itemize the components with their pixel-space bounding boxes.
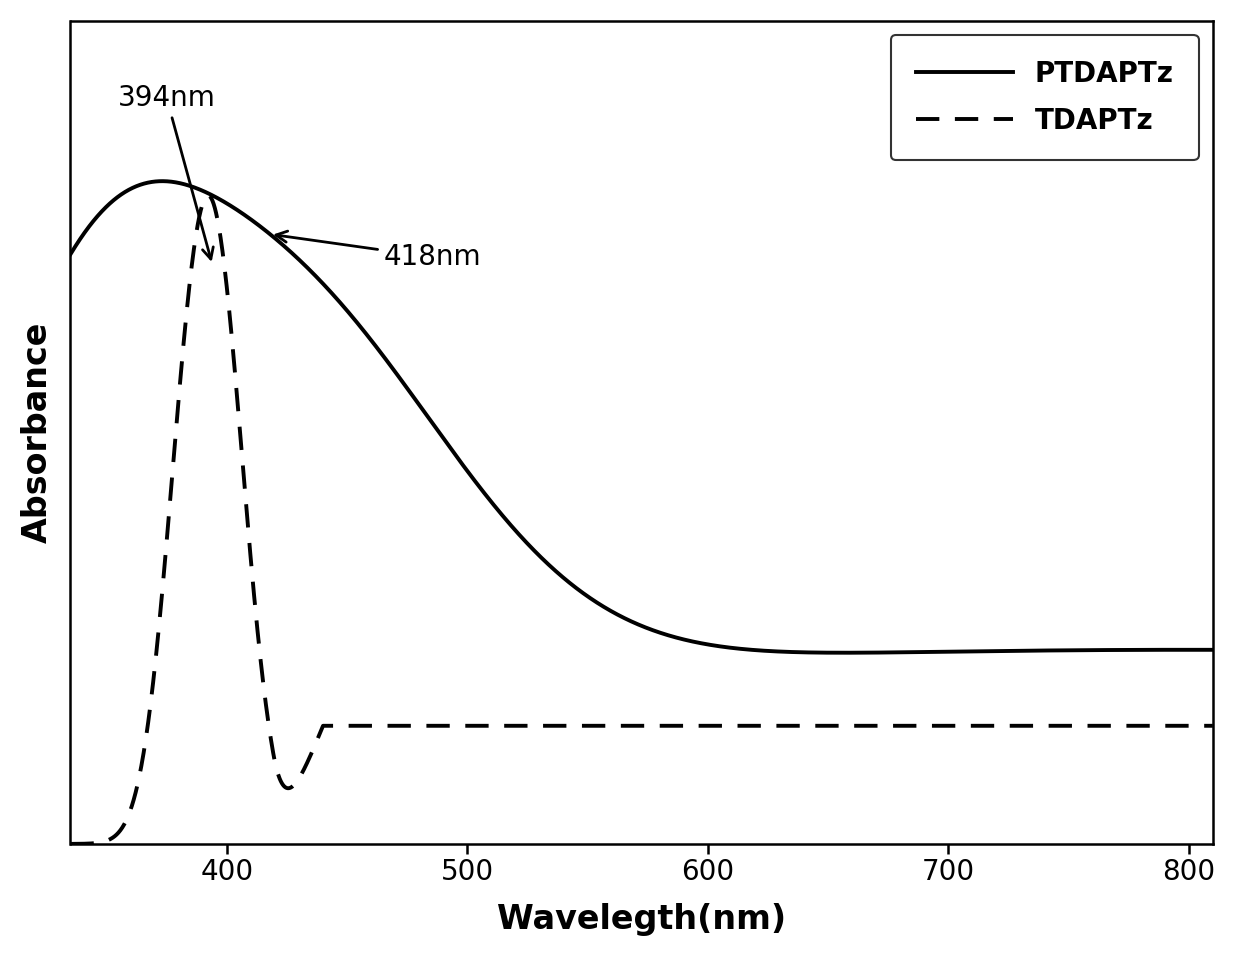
Line: PTDAPTz: PTDAPTz xyxy=(71,181,1213,653)
TDAPTz xyxy=(262,721,277,732)
TDAPTz xyxy=(63,838,78,850)
TDAPTz xyxy=(1205,720,1220,731)
PTDAPTz xyxy=(1205,644,1220,656)
TDAPTz xyxy=(551,720,565,731)
PTDAPTz xyxy=(551,568,565,579)
TDAPTz xyxy=(1183,720,1198,731)
PTDAPTz xyxy=(63,249,78,260)
PTDAPTz xyxy=(193,185,208,196)
PTDAPTz xyxy=(501,518,516,529)
TDAPTz xyxy=(1060,720,1075,731)
PTDAPTz xyxy=(1184,644,1199,656)
Text: 394nm: 394nm xyxy=(118,84,216,259)
TDAPTz xyxy=(501,720,516,731)
Line: TDAPTz: TDAPTz xyxy=(71,195,1213,844)
PTDAPTz xyxy=(155,175,170,187)
X-axis label: Wavelegth(nm): Wavelegth(nm) xyxy=(497,903,786,936)
TDAPTz xyxy=(201,189,216,201)
Legend: PTDAPTz, TDAPTz: PTDAPTz, TDAPTz xyxy=(890,34,1199,160)
Y-axis label: Absorbance: Absorbance xyxy=(21,322,53,543)
PTDAPTz xyxy=(1060,645,1075,657)
Text: 418nm: 418nm xyxy=(277,231,481,271)
TDAPTz xyxy=(193,205,208,216)
PTDAPTz xyxy=(837,647,852,658)
PTDAPTz xyxy=(262,228,277,239)
